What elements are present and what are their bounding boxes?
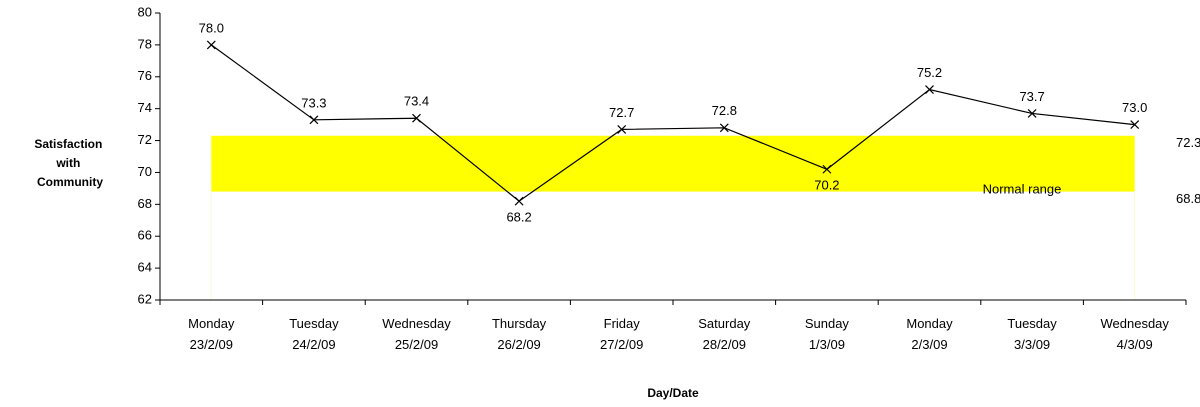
range-low-label: 68.8 bbox=[1176, 191, 1200, 206]
series-line bbox=[210, 44, 1135, 202]
marker bbox=[1027, 109, 1037, 118]
marker bbox=[309, 115, 319, 125]
x-tick-label-day: Monday bbox=[188, 316, 235, 331]
y-tick-label: 66 bbox=[138, 228, 152, 243]
x-tick-label: Tuesday 3/3/09 bbox=[1007, 316, 1057, 352]
x-tick-label: Tuesday 24/2/09 bbox=[289, 316, 339, 352]
y-axis-title-line: Community bbox=[37, 175, 103, 189]
marker bbox=[514, 196, 524, 206]
x-tick-label-date: 2/3/09 bbox=[911, 337, 947, 352]
x-tick-label-date: 25/2/09 bbox=[395, 337, 438, 352]
y-tick-label: 78 bbox=[138, 36, 152, 51]
x-tick-label-day: Wednesday bbox=[1100, 316, 1169, 331]
x-tick-label-date: 26/2/09 bbox=[497, 337, 540, 352]
y-tick-label: 80 bbox=[138, 4, 152, 19]
x-tick-label-day: Monday bbox=[906, 316, 953, 331]
value-label: 73.4 bbox=[404, 94, 429, 109]
normal-range-label: Normal range bbox=[983, 181, 1062, 196]
x-tick-label-day: Wednesday bbox=[382, 316, 451, 331]
normal-range-band bbox=[211, 135, 1135, 192]
value-label: 78.0 bbox=[199, 20, 224, 35]
marker bbox=[206, 40, 216, 50]
x-tick-label-date: 1/3/09 bbox=[809, 337, 845, 352]
x-tick-label-day: Saturday bbox=[698, 316, 751, 331]
x-tick-label-day: Friday bbox=[604, 316, 641, 331]
x-tick-label-date: 28/2/09 bbox=[703, 337, 746, 352]
value-label: 73.0 bbox=[1122, 100, 1147, 115]
x-tick-label: Sunday 1/3/09 bbox=[805, 316, 850, 352]
x-tick-label: Wednesday 25/2/09 bbox=[382, 316, 451, 352]
marker bbox=[412, 113, 421, 123]
x-tick-label: Wednesday 4/3/09 bbox=[1100, 316, 1169, 352]
value-label: 72.7 bbox=[609, 105, 634, 120]
marker bbox=[617, 124, 627, 134]
y-tick-label: 76 bbox=[138, 68, 152, 83]
marker bbox=[822, 164, 832, 174]
x-tick-label-date: 3/3/09 bbox=[1014, 337, 1050, 352]
x-tick-label: Friday 27/2/09 bbox=[600, 316, 643, 352]
value-label: 70.2 bbox=[814, 178, 839, 193]
y-axis-title-line: Satisfaction bbox=[34, 137, 102, 151]
x-tick-label: Thursday 26/2/09 bbox=[492, 316, 547, 352]
y-tick-label: 70 bbox=[138, 164, 152, 179]
value-label: 73.7 bbox=[1019, 89, 1044, 104]
x-tick-label: Monday 2/3/09 bbox=[906, 316, 953, 352]
x-tick-label: Saturday 28/2/09 bbox=[698, 316, 751, 352]
value-label: 75.2 bbox=[917, 65, 942, 80]
value-label: 68.2 bbox=[506, 210, 531, 225]
range-high-label: 72.3 bbox=[1176, 135, 1200, 150]
x-tick-label-date: 23/2/09 bbox=[190, 337, 233, 352]
marker bbox=[1130, 120, 1140, 130]
x-tick-label-day: Sunday bbox=[805, 316, 850, 331]
value-label: 73.3 bbox=[301, 95, 326, 110]
x-tick-label-day: Tuesday bbox=[289, 316, 339, 331]
x-tick-label-date: 4/3/09 bbox=[1117, 337, 1153, 352]
y-tick-label: 74 bbox=[138, 100, 152, 115]
y-axis-title: Satisfaction with Community bbox=[34, 137, 105, 189]
y-axis-title-line: with bbox=[55, 156, 80, 170]
y-tick-label: 62 bbox=[138, 291, 152, 306]
x-tick-label-day: Thursday bbox=[492, 316, 547, 331]
x-axis-title: Day/Date bbox=[647, 386, 699, 400]
marker bbox=[719, 123, 729, 133]
x-tick-label-date: 27/2/09 bbox=[600, 337, 643, 352]
y-tick-label: 72 bbox=[138, 132, 152, 147]
value-label: 72.8 bbox=[712, 103, 737, 118]
x-tick-label-date: 24/2/09 bbox=[292, 337, 335, 352]
marker bbox=[925, 85, 934, 94]
y-tick-label: 64 bbox=[138, 260, 152, 275]
x-tick-label: Monday 23/2/09 bbox=[188, 316, 235, 352]
x-tick-label-day: Tuesday bbox=[1007, 316, 1057, 331]
y-tick-label: 68 bbox=[138, 196, 152, 211]
